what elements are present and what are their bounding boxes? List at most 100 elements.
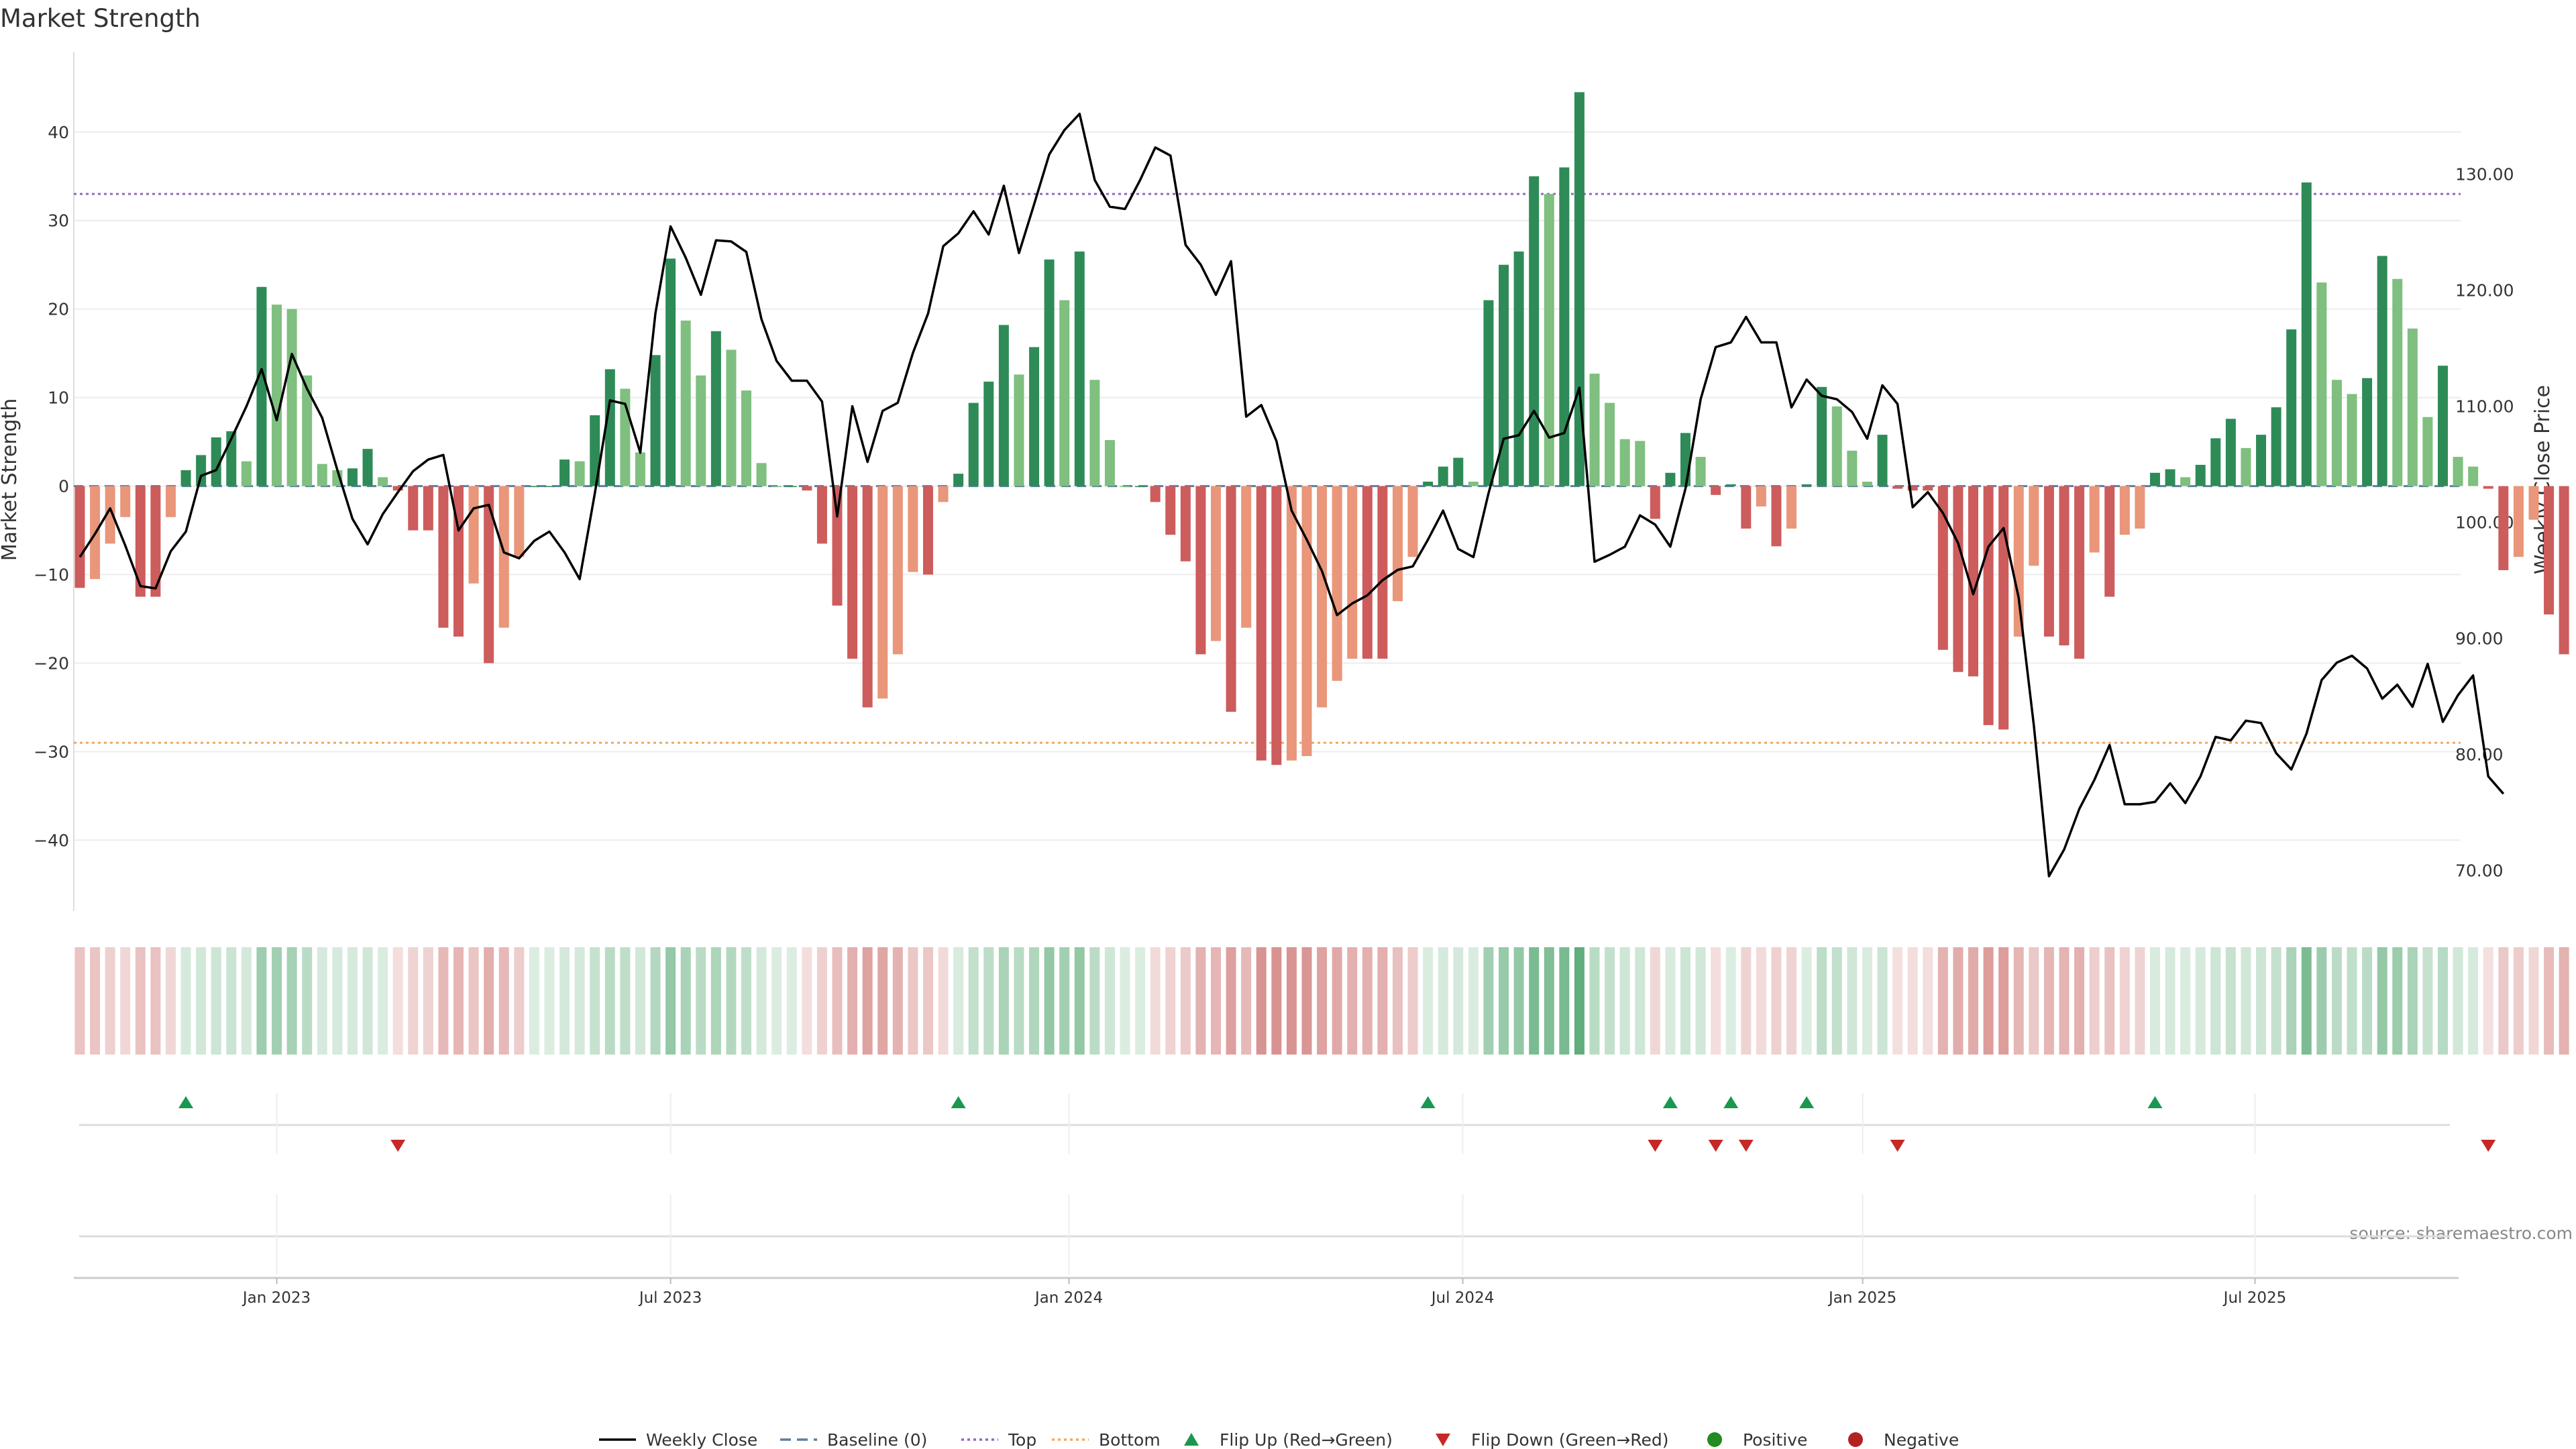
- strength-bar: [120, 486, 131, 517]
- date-tick-label: Jan 2025: [1827, 1289, 1896, 1307]
- strength-bar: [2347, 394, 2357, 486]
- left-tick-label: 10: [48, 388, 69, 408]
- strength-bar: [559, 460, 570, 486]
- strength-bar: [1014, 374, 1024, 486]
- date-tick-label: Jan 2023: [241, 1289, 311, 1307]
- heat-cell: [2104, 947, 2115, 1055]
- legend-swatch-flip-up: [1184, 1433, 1199, 1446]
- legend-swatch-flip-down: [1436, 1434, 1450, 1446]
- heat-cell: [1892, 947, 1903, 1055]
- heat-cell: [2059, 947, 2070, 1055]
- strength-bar: [635, 452, 645, 486]
- strength-bar: [756, 463, 767, 486]
- strength-bar: [2331, 380, 2342, 486]
- strength-bar: [1029, 347, 1040, 486]
- strength-bar: [2271, 407, 2282, 486]
- strength-bar: [2316, 282, 2327, 486]
- strength-bar: [1680, 433, 1690, 486]
- heat-cell: [1756, 947, 1766, 1055]
- strength-bar: [862, 486, 873, 708]
- heat-cell: [1635, 947, 1646, 1055]
- heat-cell: [862, 947, 873, 1055]
- heat-cell: [1014, 947, 1024, 1055]
- strength-bar: [2043, 486, 2054, 637]
- left-tick-label: 40: [48, 123, 69, 142]
- strength-bar: [2195, 464, 2206, 486]
- heat-cell: [1407, 947, 1418, 1055]
- strength-bar: [317, 464, 327, 486]
- strength-bar: [408, 486, 419, 531]
- strength-bar: [2544, 486, 2555, 614]
- source-note: source: sharemaestro.com: [2350, 1224, 2573, 1243]
- heat-cell: [241, 947, 252, 1055]
- strength-bar: [1817, 386, 1827, 486]
- heat-cell: [135, 947, 146, 1055]
- strength-bar: [1241, 486, 1252, 628]
- heat-cell: [2180, 947, 2191, 1055]
- heat-cell: [90, 947, 101, 1055]
- strength-bar: [135, 486, 146, 597]
- strength-bar: [1711, 486, 1721, 495]
- strength-bar: [1438, 466, 1448, 486]
- strength-bar: [529, 486, 539, 488]
- heat-cell: [1195, 947, 1206, 1055]
- strength-bar: [2513, 486, 2524, 557]
- strength-bar: [2483, 486, 2493, 489]
- heat-cell: [1725, 947, 1736, 1055]
- heat-cell: [1801, 947, 1812, 1055]
- heat-cell: [408, 947, 419, 1055]
- strength-bar: [2089, 486, 2100, 553]
- heat-cell: [650, 947, 661, 1055]
- strength-bar: [1605, 402, 1615, 486]
- flip-down-marker: [2481, 1140, 2496, 1152]
- heat-cell: [1665, 947, 1676, 1055]
- strength-bar: [1847, 450, 1858, 486]
- strength-bar: [710, 331, 721, 486]
- strength-bar: [1483, 300, 1494, 486]
- heat-cell: [1074, 947, 1085, 1055]
- heat-cell: [498, 947, 509, 1055]
- heat-cell: [1453, 947, 1464, 1055]
- heat-cell: [1029, 947, 1040, 1055]
- left-tick-label: −40: [34, 830, 69, 850]
- flip-up-marker: [178, 1096, 194, 1108]
- strength-bar: [2362, 378, 2373, 486]
- strength-bar: [1317, 486, 1328, 708]
- heat-cell: [710, 947, 721, 1055]
- strength-bar: [468, 486, 479, 584]
- heat-cell: [1150, 947, 1161, 1055]
- strength-bar: [1089, 380, 1100, 486]
- heat-cell: [1104, 947, 1115, 1055]
- right-tick-label: 90.00: [2455, 629, 2504, 649]
- heat-cell: [74, 947, 85, 1055]
- heat-cell: [1347, 947, 1358, 1055]
- heat-cell: [2362, 947, 2373, 1055]
- heat-cell: [1392, 947, 1403, 1055]
- heat-cell: [2225, 947, 2236, 1055]
- strength-bar: [1332, 486, 1342, 681]
- heat-cell: [2513, 947, 2524, 1055]
- strength-bar: [2407, 328, 2418, 486]
- heat-cell: [362, 947, 373, 1055]
- right-tick-label: 120.00: [2455, 281, 2514, 301]
- strength-bar: [1968, 486, 1978, 677]
- heat-cell: [544, 947, 555, 1055]
- heat-cell: [2210, 947, 2221, 1055]
- heat-cell: [180, 947, 191, 1055]
- flip-up-marker: [1799, 1096, 1815, 1108]
- date-tick-label: Jul 2024: [1430, 1289, 1495, 1307]
- heat-cell: [2407, 947, 2418, 1055]
- heat-cell: [514, 947, 525, 1055]
- strength-bar: [1953, 486, 1964, 672]
- date-tick-label: Jan 2024: [1034, 1289, 1103, 1307]
- strength-bar: [604, 369, 615, 486]
- heat-cell: [1574, 947, 1585, 1055]
- heat-cell: [165, 947, 176, 1055]
- legend-label: Positive: [1743, 1430, 1807, 1449]
- heat-cell: [1907, 947, 1918, 1055]
- strength-bar: [1831, 406, 1842, 486]
- strength-bar: [1771, 486, 1782, 547]
- heat-cell: [2271, 947, 2282, 1055]
- strength-bar: [256, 286, 267, 486]
- strength-bar: [2437, 366, 2448, 486]
